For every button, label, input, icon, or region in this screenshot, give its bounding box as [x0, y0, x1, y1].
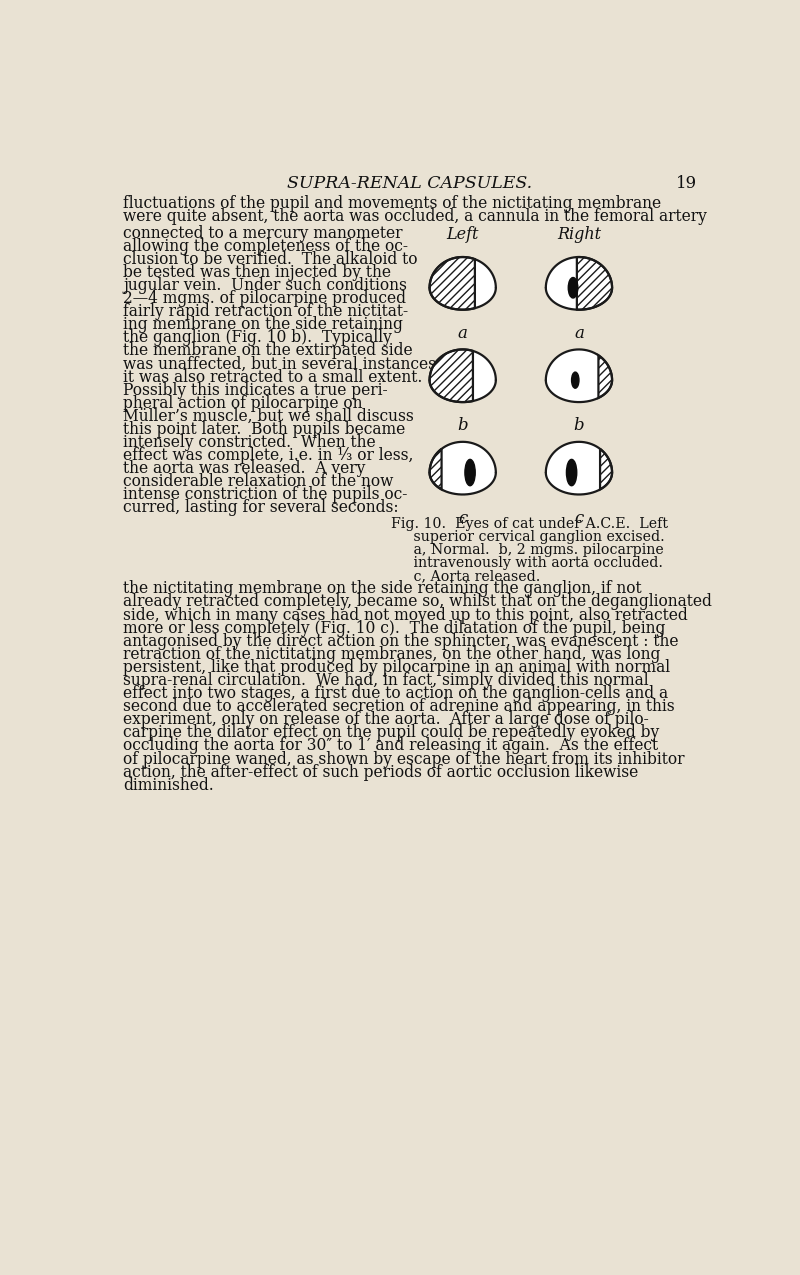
Text: persistent, like that produced by pilocarpine in an animal with normal: persistent, like that produced by piloca…	[123, 659, 670, 676]
Text: the ganglion (Fig. 10 b).  Typically: the ganglion (Fig. 10 b). Typically	[123, 329, 392, 347]
Text: allowing the completeness of the oc-: allowing the completeness of the oc-	[123, 237, 408, 255]
Polygon shape	[577, 258, 612, 310]
Polygon shape	[600, 449, 612, 490]
Text: effect into two stages, a first due to action on the ganglion-cells and a: effect into two stages, a first due to a…	[123, 685, 668, 703]
Text: carpine the dilator effect on the pupil could be repeatedly evoked by: carpine the dilator effect on the pupil …	[123, 724, 659, 741]
Text: pheral action of pilocarpine on: pheral action of pilocarpine on	[123, 395, 362, 412]
Polygon shape	[598, 356, 612, 398]
Polygon shape	[546, 258, 612, 310]
Text: Right: Right	[557, 226, 601, 244]
Text: effect was complete, i.e. in ⅓ or less,: effect was complete, i.e. in ⅓ or less,	[123, 448, 414, 464]
Text: fluctuations of the pupil and movements of the nictitating membrane: fluctuations of the pupil and movements …	[123, 195, 662, 213]
Text: c, Aorta released.: c, Aorta released.	[390, 570, 540, 584]
Text: the nictitating membrane on the side retaining the ganglion, if not: the nictitating membrane on the side ret…	[123, 580, 642, 598]
Text: of pilocarpine waned, as shown by escape of the heart from its inhibitor: of pilocarpine waned, as shown by escape…	[123, 751, 685, 768]
Text: b: b	[458, 417, 468, 434]
Text: b: b	[574, 417, 584, 434]
Text: side, which in many cases had not moved up to this point, also retracted: side, which in many cases had not moved …	[123, 607, 688, 623]
Polygon shape	[430, 442, 496, 495]
Text: action, the after-effect of such periods of aortic occlusion likewise: action, the after-effect of such periods…	[123, 764, 638, 780]
Text: already retracted completely, became so, whilst that on the deganglionated: already retracted completely, became so,…	[123, 593, 712, 611]
Text: a: a	[458, 325, 468, 342]
Text: occluding the aorta for 30″ to 1′ and releasing it again.  As the effect: occluding the aorta for 30″ to 1′ and re…	[123, 737, 658, 755]
Text: the aorta was released.  A very: the aorta was released. A very	[123, 460, 366, 477]
Text: Possibly this indicates a true peri-: Possibly this indicates a true peri-	[123, 381, 388, 399]
Text: the membrane on the extirpated side: the membrane on the extirpated side	[123, 343, 413, 360]
Text: diminished.: diminished.	[123, 776, 214, 794]
Text: supra-renal circulation.  We had, in fact, simply divided this normal: supra-renal circulation. We had, in fact…	[123, 672, 649, 689]
Text: ing membrane on the side retaining: ing membrane on the side retaining	[123, 316, 403, 333]
Text: considerable relaxation of the now: considerable relaxation of the now	[123, 473, 394, 491]
Polygon shape	[430, 258, 496, 310]
Ellipse shape	[571, 372, 579, 388]
Text: it was also retracted to a small extent.: it was also retracted to a small extent.	[123, 368, 422, 385]
Text: a: a	[574, 325, 584, 342]
Text: c: c	[574, 510, 583, 527]
Polygon shape	[546, 349, 612, 402]
Text: a, Normal.  b, 2 mgms. pilocarpine: a, Normal. b, 2 mgms. pilocarpine	[390, 543, 663, 557]
Text: was unaffected, but in several instances: was unaffected, but in several instances	[123, 356, 436, 372]
Text: Fig. 10.  Eyes of cat under A.C.E.  Left: Fig. 10. Eyes of cat under A.C.E. Left	[390, 518, 668, 532]
Ellipse shape	[566, 459, 577, 486]
Polygon shape	[430, 258, 475, 310]
Text: 19: 19	[676, 175, 697, 191]
Text: fairly rapid retraction of the nictitat-: fairly rapid retraction of the nictitat-	[123, 303, 408, 320]
Ellipse shape	[568, 278, 578, 298]
Text: clusion to be verified.  The alkaloid to: clusion to be verified. The alkaloid to	[123, 251, 418, 268]
Text: jugular vein.  Under such conditions: jugular vein. Under such conditions	[123, 277, 407, 295]
Text: SUPRA-RENAL CAPSULES.: SUPRA-RENAL CAPSULES.	[287, 175, 533, 191]
Polygon shape	[430, 349, 496, 402]
Text: Müller’s muscle, but we shall discuss: Müller’s muscle, but we shall discuss	[123, 408, 414, 425]
Text: 2—4 mgms. of pilocarpine produced: 2—4 mgms. of pilocarpine produced	[123, 289, 406, 307]
Text: intense constriction of the pupils oc-: intense constriction of the pupils oc-	[123, 486, 408, 504]
Text: experiment, only on release of the aorta.  After a large dose of pilo-: experiment, only on release of the aorta…	[123, 711, 649, 728]
Text: antagonised by the direct action on the sphincter, was evanescent : the: antagonised by the direct action on the …	[123, 632, 678, 650]
Text: retraction of the nictitating membranes, on the other hand, was long: retraction of the nictitating membranes,…	[123, 646, 661, 663]
Text: more or less completely (Fig. 10 c).  The dilatation of the pupil, being: more or less completely (Fig. 10 c). The…	[123, 620, 666, 636]
Text: were quite absent, the aorta was occluded, a cannula in the femoral artery: were quite absent, the aorta was occlude…	[123, 208, 707, 226]
Polygon shape	[546, 442, 612, 495]
Text: be tested was then injected by the: be tested was then injected by the	[123, 264, 391, 280]
Text: intravenously with aorta occluded.: intravenously with aorta occluded.	[390, 556, 662, 570]
Polygon shape	[430, 449, 442, 490]
Text: second due to accelerated secretion of adrenine and appearing, in this: second due to accelerated secretion of a…	[123, 699, 675, 715]
Text: Left: Left	[446, 226, 479, 244]
Text: connected to a mercury manometer: connected to a mercury manometer	[123, 224, 402, 241]
Text: c: c	[458, 510, 467, 527]
Text: curred, lasting for several seconds:: curred, lasting for several seconds:	[123, 500, 399, 516]
Text: this point later.  Both pupils became: this point later. Both pupils became	[123, 421, 406, 437]
Polygon shape	[430, 349, 473, 402]
Ellipse shape	[465, 459, 475, 486]
Text: intensely constricted.  When the: intensely constricted. When the	[123, 434, 376, 451]
Text: superior cervical ganglion excised.: superior cervical ganglion excised.	[390, 530, 664, 544]
